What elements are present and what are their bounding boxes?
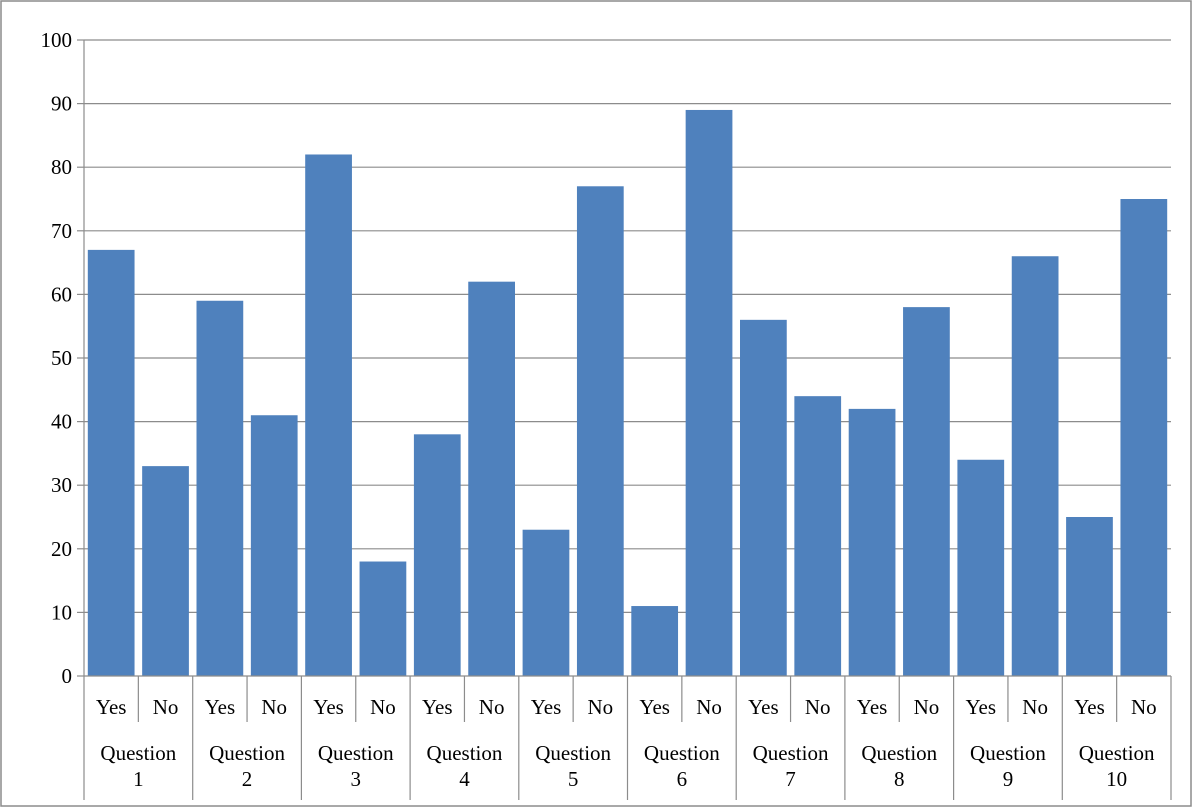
group-label: 2 (242, 767, 253, 791)
bar (740, 319, 787, 676)
y-tick-label: 80 (51, 155, 72, 179)
x-tick-label: No (153, 695, 179, 719)
bar (522, 529, 570, 676)
bar (142, 466, 189, 676)
bar (631, 606, 679, 676)
bar (1066, 517, 1113, 676)
group-label: 5 (568, 767, 579, 791)
group-label: Question (100, 741, 176, 765)
group-label: 1 (133, 767, 144, 791)
x-tick-label: Yes (857, 695, 888, 719)
axes (83, 40, 1172, 800)
bar (359, 561, 407, 676)
x-tick-label: Yes (531, 695, 562, 719)
x-tick-label: Yes (1074, 695, 1105, 719)
group-label: 4 (459, 767, 470, 791)
bar (903, 307, 950, 676)
group-label: Question (427, 741, 503, 765)
group-label: Question (535, 741, 611, 765)
x-tick-label: Yes (205, 695, 236, 719)
group-label: Question (318, 741, 394, 765)
bar (468, 281, 515, 676)
bar (957, 459, 1005, 676)
bar (1011, 256, 1059, 676)
x-tick-label: Yes (96, 695, 127, 719)
y-tick-label: 10 (51, 600, 72, 624)
bar (305, 154, 352, 677)
x-tick-label: No (914, 695, 940, 719)
bar (196, 300, 244, 676)
y-tick-label: 50 (51, 346, 72, 370)
y-tick-label: 90 (51, 92, 72, 116)
group-label: 7 (785, 767, 796, 791)
y-tick-label: 60 (51, 282, 72, 306)
bars (87, 109, 1168, 677)
x-tick-label: No (1131, 695, 1157, 719)
group-label: 6 (677, 767, 688, 791)
x-tick-label: Yes (639, 695, 670, 719)
x-tick-label: Yes (748, 695, 779, 719)
bar (87, 249, 135, 676)
group-label: Question (861, 741, 937, 765)
bar (250, 415, 298, 676)
y-tick-label: 20 (51, 537, 72, 561)
group-label: Question (1079, 741, 1155, 765)
group-label: 10 (1106, 767, 1127, 791)
bar (848, 408, 896, 676)
y-tick-label: 70 (51, 219, 72, 243)
x-tick-label: No (1022, 695, 1048, 719)
bar (576, 186, 624, 676)
y-tick-label: 0 (62, 664, 73, 688)
x-tick-label: Yes (313, 695, 344, 719)
x-tick-label: No (805, 695, 831, 719)
group-label: Question (753, 741, 829, 765)
x-tick-label: No (587, 695, 613, 719)
x-tick-label: Yes (422, 695, 453, 719)
x-tick-label: No (261, 695, 287, 719)
y-tick-label: 40 (51, 410, 72, 434)
group-label: 3 (351, 767, 362, 791)
bar (794, 396, 842, 676)
group-label: 9 (1003, 767, 1014, 791)
x-tick-label: No (696, 695, 722, 719)
group-label: Question (970, 741, 1046, 765)
bar (1120, 199, 1168, 676)
bar (685, 109, 733, 676)
x-tick-label: No (479, 695, 505, 719)
x-tick-label: No (370, 695, 396, 719)
y-tick-label: 100 (41, 28, 73, 52)
group-label: 8 (894, 767, 905, 791)
group-label: Question (209, 741, 285, 765)
labels: 0 10 20 30 40 50 60 70 80 90 100 Yes No Yes No Yes No Yes… (41, 28, 1157, 791)
bar (413, 434, 461, 676)
y-tick-label: 30 (51, 473, 72, 497)
x-tick-label: Yes (965, 695, 996, 719)
group-label: Question (644, 741, 720, 765)
